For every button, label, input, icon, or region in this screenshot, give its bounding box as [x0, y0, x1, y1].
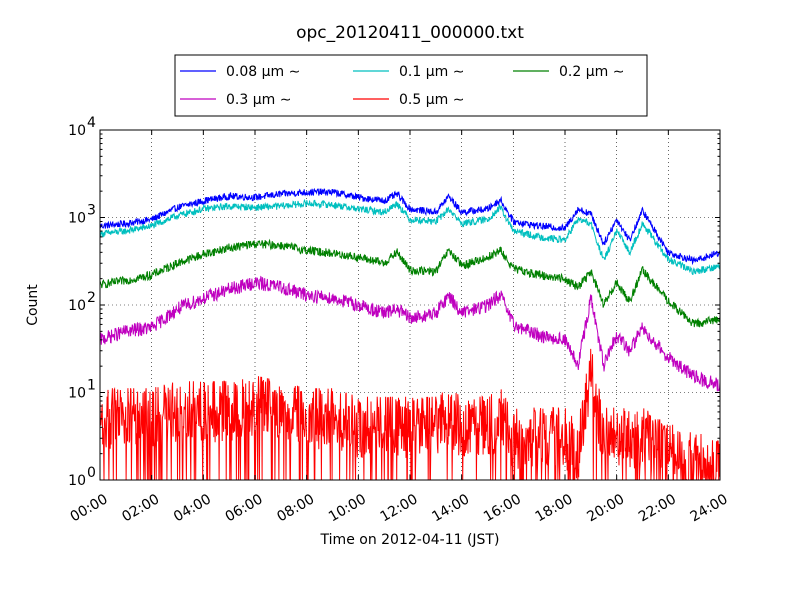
- y-tick-label: 10: [68, 473, 86, 489]
- y-tick-label: 10: [68, 298, 86, 314]
- y-tick-exponent: 0: [87, 465, 96, 481]
- ticks: [99, 129, 721, 481]
- y-tick-base: 10: [68, 211, 86, 227]
- y-tick-base: 10: [68, 473, 86, 489]
- legend-box: [174, 54, 648, 117]
- y-axis-title: Count: [25, 284, 41, 326]
- series-line: [100, 348, 720, 480]
- legend-entries: 0.08 μm ∼ 0.1 μm ∼ 0.2 μm ∼ 0.3 μm ∼ 0.5 μm …: [180, 64, 624, 108]
- series-line: [100, 238, 720, 328]
- x-axis-title: Time on 2012-04-11 (JST): [320, 532, 500, 548]
- y-tick-exponent: 4: [87, 115, 96, 131]
- plot-area: [99, 129, 721, 481]
- series-line: [100, 275, 720, 392]
- series-line: [100, 198, 720, 275]
- y-tick-base: 10: [68, 298, 86, 314]
- y-tick-exponent: 1: [87, 378, 96, 394]
- legend-label: 0.08 μm ∼: [226, 64, 300, 80]
- y-tick-label: 10: [68, 123, 86, 139]
- legend: 0.08 μm ∼ 0.1 μm ∼ 0.2 μm ∼ 0.3 μm ∼ 0.5 μm …: [174, 54, 648, 117]
- y-tick-base: 10: [68, 386, 86, 402]
- chart-title: opc_20120411_000000.txt: [296, 23, 524, 43]
- series-line: [100, 187, 720, 266]
- legend-label: 0.2 μm ∼: [559, 64, 624, 80]
- y-tick-label: 10: [68, 211, 86, 227]
- legend-label: 0.1 μm ∼: [399, 64, 464, 80]
- y-tick-base: 10: [68, 123, 86, 139]
- legend-label: 0.3 μm ∼: [226, 92, 291, 108]
- y-tick-exponent: 2: [87, 290, 96, 306]
- y-tick-label: 10: [68, 386, 86, 402]
- series-layer: [100, 187, 720, 480]
- grid: [100, 130, 720, 480]
- y-tick-exponent: 3: [87, 203, 96, 219]
- legend-label: 0.5 μm ∼: [399, 92, 464, 108]
